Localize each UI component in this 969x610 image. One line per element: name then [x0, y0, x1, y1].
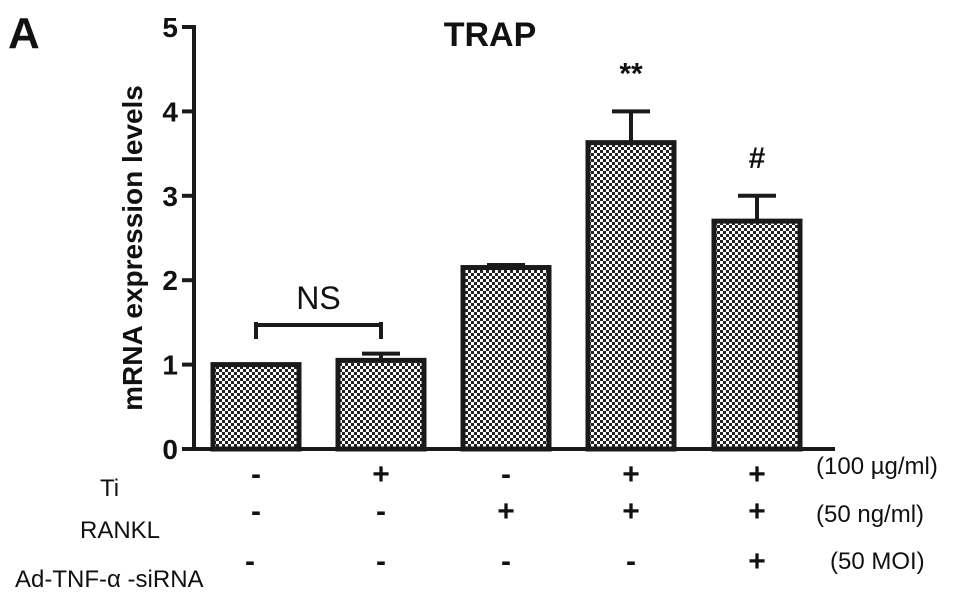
significance-label: **: [619, 57, 643, 90]
treatment-row-unit: (50 ng/ml): [816, 501, 924, 528]
treatment-sign: +: [748, 458, 766, 491]
bar: [585, 140, 677, 452]
y-tick-label: 4: [162, 96, 178, 127]
y-axis-label: mRNA expression levels: [117, 85, 148, 411]
treatment-sign: -: [501, 545, 511, 578]
treatment-sign: +: [372, 458, 390, 491]
treatment-sign: +: [748, 545, 766, 578]
y-tick-label: 2: [162, 265, 178, 296]
treatment-row-name: Ad-TNF-α -siRNA: [15, 566, 204, 593]
plot-area: 0 1 2 3 4 5 ** # NS: [162, 12, 835, 465]
panel-label: A: [8, 9, 40, 58]
bar: [335, 357, 427, 452]
treatment-sign: +: [748, 495, 766, 528]
comparison-label: NS: [296, 280, 340, 316]
chart-title: TRAP: [444, 16, 537, 54]
treatment-row-unit: (50 MOI): [830, 548, 925, 575]
treatment-sign: +: [497, 495, 515, 528]
treatment-sign: -: [245, 545, 255, 578]
treatment-sign: -: [251, 495, 261, 528]
treatment-sign: -: [376, 495, 386, 528]
treatment-sign: -: [626, 545, 636, 578]
treatment-sign: -: [251, 458, 261, 491]
treatment-sign: -: [501, 458, 511, 491]
treatment-table: Ti - + - + + (100 µg/ml) RANKL - - + + + (50 ng/ml) Ad…: [15, 453, 938, 593]
y-tick-label: 3: [162, 181, 178, 212]
significance-label: #: [749, 142, 766, 175]
treatment-row-unit: (100 µg/ml): [816, 453, 938, 480]
y-tick-label: 1: [162, 350, 178, 381]
treatment-sign: +: [622, 495, 640, 528]
bar: [711, 218, 803, 452]
bar: [210, 362, 302, 452]
treatment-row-name: Ti: [100, 475, 119, 502]
bar: [460, 265, 552, 452]
treatment-sign: -: [376, 545, 386, 578]
treatment-sign: +: [622, 458, 640, 491]
y-tick-label: 5: [162, 12, 178, 43]
y-tick-label: 0: [162, 434, 178, 465]
treatment-row-name: RANKL: [80, 517, 160, 544]
